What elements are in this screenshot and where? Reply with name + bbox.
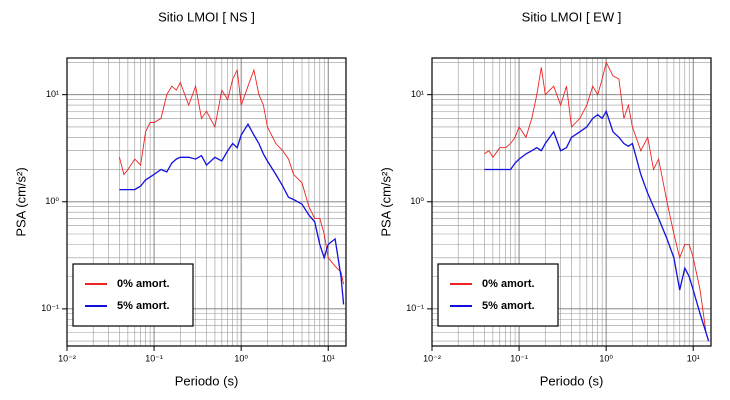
legend-label: 0% amort.	[117, 278, 170, 290]
chart-title: Sitio LMOI [ EW ]	[522, 9, 622, 24]
x-axis-label: Periodo (s)	[540, 373, 604, 388]
legend-label: 0% amort.	[482, 278, 535, 290]
x-tick-label: 10¹	[322, 353, 335, 363]
legend-label: 5% amort.	[117, 300, 170, 312]
x-tick-label: 10¹	[687, 353, 700, 363]
legend-label: 5% amort.	[482, 300, 535, 312]
y-tick-label: 10⁻¹	[41, 303, 59, 313]
x-tick-label: 10⁻¹	[510, 353, 528, 363]
y-tick-label: 10⁰	[45, 196, 59, 206]
x-axis-label: Periodo (s)	[175, 373, 239, 388]
y-tick-label: 10⁻¹	[406, 303, 424, 313]
chart-title: Sitio LMOI [ NS ]	[158, 9, 255, 24]
legend-box	[72, 263, 194, 327]
legend-box	[437, 263, 559, 327]
plot-frame	[66, 57, 347, 347]
plot-frame	[431, 57, 712, 347]
series-line	[484, 61, 710, 342]
y-axis-label: PSA (cm/s²)	[378, 167, 393, 236]
y-tick-label: 10¹	[46, 89, 59, 99]
y-tick-label: 10⁰	[410, 196, 424, 206]
series-line	[118, 68, 345, 285]
series-line	[119, 122, 345, 305]
y-tick-label: 10¹	[411, 89, 424, 99]
x-tick-label: 10⁰	[599, 353, 613, 363]
chart-panel: Sitio LMOI [ EW ] Periodo (s) PSA (cm/s²) 1…	[378, 9, 712, 388]
x-tick-label: 10⁰	[234, 353, 248, 363]
series-line	[484, 109, 710, 342]
y-axis-label: PSA (cm/s²)	[13, 167, 28, 236]
chart-panel: Sitio LMOI [ NS ] Periodo (s) PSA (cm/s²) 1…	[13, 9, 347, 388]
x-tick-label: 10⁻²	[58, 353, 76, 363]
x-tick-label: 10⁻¹	[145, 353, 163, 363]
x-tick-label: 10⁻²	[423, 353, 441, 363]
